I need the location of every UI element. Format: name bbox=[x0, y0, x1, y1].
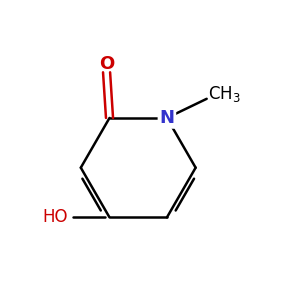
Text: O: O bbox=[99, 55, 114, 73]
Text: HO: HO bbox=[43, 208, 68, 226]
Text: CH$_3$: CH$_3$ bbox=[208, 84, 241, 104]
Text: N: N bbox=[159, 109, 174, 127]
